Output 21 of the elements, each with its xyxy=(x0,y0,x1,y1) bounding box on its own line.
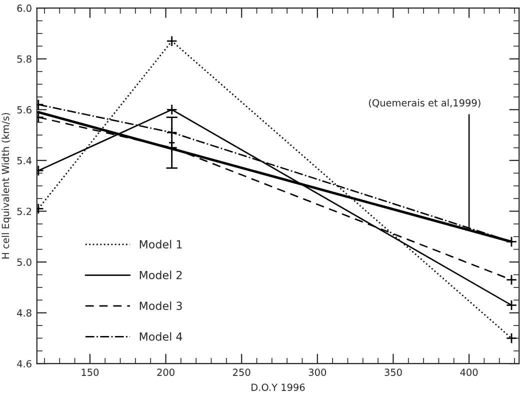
y-tick-label: 5.8 xyxy=(17,55,32,63)
x-tick-label: 200 xyxy=(157,368,174,376)
annotation: (Quemerais et al,1999) xyxy=(369,98,480,108)
x-tick-label: 400 xyxy=(460,368,478,376)
y-tick-label: 5.6 xyxy=(17,106,32,114)
y-tick-label: 5.2 xyxy=(17,208,32,216)
x-tick-label: 250 xyxy=(233,368,250,376)
legend-label: Model 3 xyxy=(140,301,182,310)
y-tick-label: 5.0 xyxy=(17,258,32,266)
legend-label: Model 1 xyxy=(140,240,182,249)
x-tick-label: 150 xyxy=(82,368,99,376)
x-tick-label: 350 xyxy=(384,368,402,376)
legend-label: Model 2 xyxy=(140,270,182,280)
y-axis-title: H cell Equivalent Width (km/s) xyxy=(2,113,12,258)
x-axis-title: D.O.Y 1996 xyxy=(252,384,305,391)
y-tick-label: 6.0 xyxy=(17,4,32,12)
x-tick-label: 300 xyxy=(308,368,326,376)
legend-label: Model 4 xyxy=(140,332,182,341)
y-tick-label: 4.6 xyxy=(17,360,32,368)
y-tick-label: 5.4 xyxy=(17,157,32,164)
y-tick-label: 4.8 xyxy=(17,309,32,317)
